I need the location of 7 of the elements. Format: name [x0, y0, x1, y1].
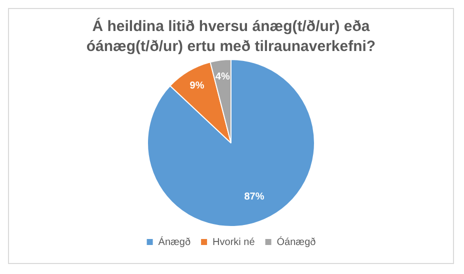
data-label: 4% — [215, 71, 230, 82]
chart-title: Á heildina litið hversu ánæg(t/ð/ur) eða óánæg(t/ð/ur) ertu með tilraunaverkefni? — [85, 16, 377, 57]
legend-label: Hvorki né — [212, 236, 256, 248]
legend-label: Óánægð — [276, 236, 316, 248]
data-label: 9% — [190, 80, 204, 92]
data-label: 87% — [244, 191, 264, 202]
legend-label: Ánægð — [158, 236, 191, 248]
